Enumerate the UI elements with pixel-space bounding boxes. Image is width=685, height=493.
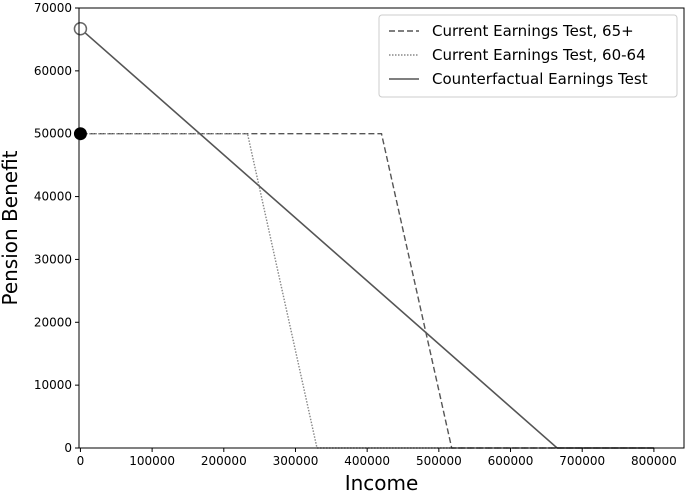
- legend: Current Earnings Test, 65+ Current Earnin…: [378, 14, 678, 98]
- x-axis-label: Income: [345, 471, 419, 493]
- marker-layer: [73, 21, 88, 141]
- series-line-1: [80, 132, 654, 449]
- y-tick-label: 70000: [34, 1, 72, 15]
- y-tick-label: 0: [64, 441, 72, 455]
- hollow-marker: [73, 21, 88, 36]
- axes-layer: 0 100000 200000 300000 400000 500000 600000 700…: [34, 1, 685, 468]
- legend-label-0: Current Earnings Test, 65+: [432, 22, 634, 40]
- x-tick-label: 800000: [631, 454, 677, 468]
- x-tick-label: 600000: [488, 454, 534, 468]
- x-tick-label: 100000: [129, 454, 175, 468]
- legend-box: [378, 14, 678, 98]
- y-tick-label: 60000: [34, 64, 72, 78]
- legend-label-1: Current Earnings Test, 60-64: [432, 46, 646, 64]
- y-tick-label: 20000: [34, 315, 72, 329]
- x-tick-label: 700000: [559, 454, 605, 468]
- x-tick-label: 300000: [273, 454, 319, 468]
- y-tick-label: 50000: [34, 127, 72, 141]
- legend-label-2: Counterfactual Earnings Test: [432, 70, 648, 88]
- x-tick-label: 400000: [344, 454, 390, 468]
- y-tick-label: 10000: [34, 378, 72, 392]
- y-axis-label: Pension Benefit: [0, 150, 22, 305]
- y-tick-label: 40000: [34, 190, 72, 204]
- series-line-0: [80, 132, 654, 449]
- x-tick-label: 0: [77, 454, 85, 468]
- filled-marker: [73, 127, 87, 141]
- y-tick-label: 30000: [34, 252, 72, 266]
- plot-frame: [78, 7, 685, 449]
- x-tick-label: 500000: [416, 454, 462, 468]
- x-tick-label: 200000: [201, 454, 247, 468]
